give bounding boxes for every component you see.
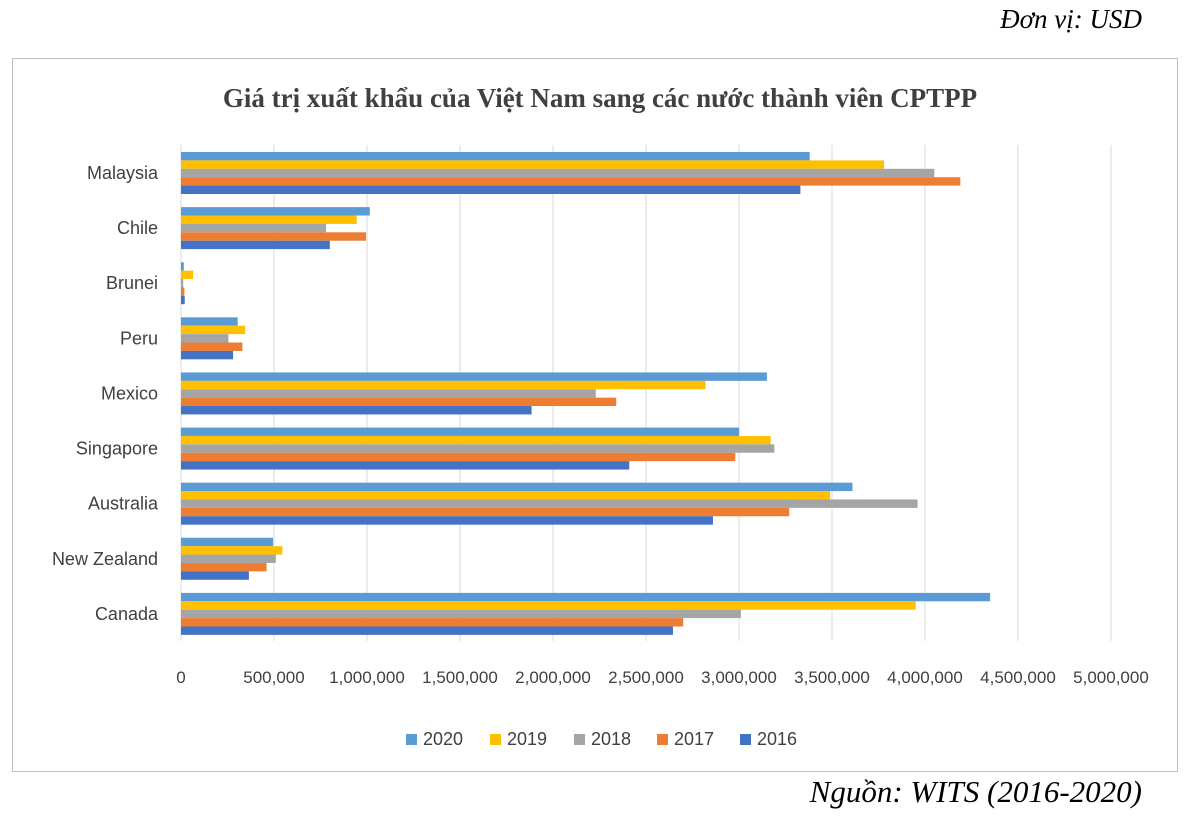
legend-swatch-2020 — [406, 734, 417, 745]
bar-mexico-2017 — [181, 397, 617, 407]
bar-chile-2020 — [181, 207, 370, 216]
bar-canada-2019 — [181, 601, 916, 610]
bar-brunei-2017 — [181, 287, 185, 296]
bar-singapore-2018 — [181, 444, 775, 453]
bar-peru-2016 — [181, 350, 234, 360]
bar-singapore-2016 — [181, 461, 630, 470]
bar-singapore-2019 — [181, 435, 771, 445]
category-label-peru: Peru — [120, 328, 158, 348]
legend: 2020 2019 2018 2017 2016 — [406, 729, 797, 749]
bar-new-zealand-2017 — [181, 562, 267, 572]
bar-australia-2019 — [181, 491, 831, 500]
bar-malaysia-2018 — [181, 168, 935, 178]
x-tick-label: 4,500,000 — [980, 668, 1056, 687]
category-label-australia: Australia — [88, 494, 159, 514]
category-labels: Malaysia Chile Brunei Peru Mexico Singapore Au… — [52, 163, 159, 624]
x-tick-label: 2,500,000 — [608, 668, 684, 687]
legend-swatch-2016 — [740, 734, 751, 745]
bar-canada-2020 — [181, 592, 991, 602]
bar-new-zealand-2020 — [181, 537, 274, 547]
bar-malaysia-2017 — [181, 177, 961, 186]
bar-mexico-2018 — [181, 389, 596, 398]
x-tick-label: 1,500,000 — [422, 668, 498, 687]
bar-new-zealand-2019 — [181, 546, 283, 555]
bar-brunei-2019 — [181, 270, 194, 280]
category-label-malaysia: Malaysia — [87, 163, 159, 183]
bar-canada-2017 — [181, 618, 684, 627]
bars — [181, 152, 991, 635]
bar-singapore-2017 — [181, 452, 736, 462]
x-tick-label: 4,000,000 — [887, 668, 963, 687]
bar-brunei-2020 — [181, 262, 184, 271]
bar-chile-2018 — [181, 223, 327, 233]
bar-chile-2016 — [181, 240, 330, 250]
bar-chile-2017 — [181, 232, 367, 241]
bar-canada-2018 — [181, 609, 741, 619]
bar-new-zealand-2016 — [181, 571, 249, 580]
category-label-brunei: Brunei — [106, 273, 158, 293]
bar-brunei-2016 — [181, 295, 185, 305]
bar-malaysia-2019 — [181, 160, 885, 169]
bar-mexico-2020 — [181, 372, 767, 381]
bar-malaysia-2020 — [181, 152, 810, 161]
x-tick-label: 2,000,000 — [515, 668, 591, 687]
bar-australia-2020 — [181, 482, 853, 492]
legend-swatch-2018 — [574, 734, 585, 745]
bar-singapore-2020 — [181, 427, 739, 436]
bar-mexico-2019 — [181, 380, 706, 390]
legend-swatch-2017 — [657, 734, 668, 745]
category-label-new-zealand: New Zealand — [52, 549, 158, 569]
bar-peru-2017 — [181, 342, 243, 351]
source-label: Nguồn: WITS (2016-2020) — [809, 774, 1142, 809]
legend-label-2016: 2016 — [757, 729, 797, 749]
bar-peru-2018 — [181, 334, 229, 343]
bar-chile-2019 — [181, 215, 357, 224]
x-tick-label: 3,500,000 — [794, 668, 870, 687]
bar-peru-2019 — [181, 325, 246, 335]
legend-swatch-2019 — [490, 734, 501, 745]
bar-mexico-2016 — [181, 406, 532, 415]
legend-label-2018: 2018 — [591, 729, 631, 749]
x-tick-label: 0 — [176, 668, 185, 687]
bar-new-zealand-2018 — [181, 554, 276, 563]
x-tick-label: 3,000,000 — [701, 668, 777, 687]
x-tick-label: 5,000,000 — [1073, 668, 1149, 687]
x-tick-label: 500,000 — [243, 668, 304, 687]
unit-label: Đơn vị: USD — [1000, 4, 1142, 34]
legend-label-2019: 2019 — [507, 729, 547, 749]
chart-frame — [12, 58, 1178, 772]
x-tick-label: 1,000,000 — [329, 668, 405, 687]
category-label-singapore: Singapore — [76, 439, 158, 459]
chart-title: Giá trị xuất khẩu của Việt Nam sang các … — [223, 83, 977, 113]
category-label-mexico: Mexico — [101, 383, 158, 403]
bar-australia-2016 — [181, 516, 713, 525]
bar-canada-2016 — [181, 626, 673, 635]
tick-labels: 0 500,000 1,000,000 1,500,000 2,000,000 2,500… — [176, 668, 1149, 687]
bar-australia-2018 — [181, 499, 918, 508]
legend-label-2017: 2017 — [674, 729, 714, 749]
category-label-chile: Chile — [117, 218, 158, 238]
bar-australia-2017 — [181, 507, 790, 517]
bar-malaysia-2016 — [181, 185, 801, 194]
category-label-canada: Canada — [95, 604, 159, 624]
bar-peru-2020 — [181, 317, 238, 326]
bar-brunei-2018 — [181, 279, 184, 288]
legend-label-2020: 2020 — [423, 729, 463, 749]
